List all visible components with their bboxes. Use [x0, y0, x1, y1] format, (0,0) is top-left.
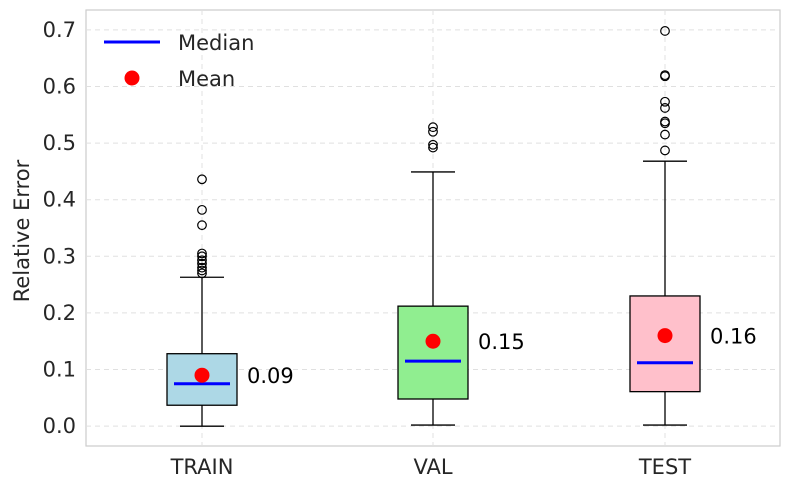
box-series: 0.09 0.15 0.16 — [166, 26, 757, 427]
outlier-point — [428, 126, 438, 137]
box-body — [397, 305, 469, 400]
outlier-point — [197, 258, 207, 269]
outlier-point — [660, 26, 670, 36]
y-tick-label: 0.7 — [43, 18, 76, 42]
y-tick-label: 0.0 — [43, 414, 76, 438]
mean-point — [657, 328, 673, 344]
outlier-point — [660, 129, 670, 140]
outlier-point — [197, 268, 207, 279]
y-tick-label: 0.4 — [43, 188, 76, 212]
mean-point — [194, 367, 210, 383]
box-val: 0.15 — [397, 122, 525, 426]
x-tick-label: TRAIN — [170, 455, 234, 479]
outlier-point — [197, 248, 207, 259]
outlier-point — [428, 122, 438, 133]
outlier-point — [660, 70, 670, 81]
outlier-point — [428, 142, 438, 153]
mean-value-label: 0.16 — [710, 325, 757, 349]
box-test: 0.16 — [629, 26, 757, 426]
outlier-point — [197, 174, 207, 185]
y-axis-title: Relative Error — [10, 159, 34, 302]
box-train: 0.09 — [166, 174, 294, 427]
outlier-point — [428, 139, 438, 150]
x-tick-label: VAL — [413, 455, 452, 479]
outlier-point — [197, 255, 207, 266]
outlier-point — [197, 251, 207, 262]
outlier-point — [197, 220, 207, 231]
legend: Median Mean — [104, 31, 254, 91]
outlier-point — [197, 204, 207, 215]
outlier-point — [660, 145, 670, 156]
outlier-point — [660, 116, 670, 127]
mean-value-label: 0.09 — [247, 364, 294, 388]
outlier-point — [660, 103, 670, 113]
y-tick-label: 0.3 — [43, 244, 76, 268]
y-axis-ticks: 0.0 0.1 0.2 0.3 0.4 0.5 0.6 0.7 — [43, 18, 76, 438]
y-tick-label: 0.6 — [43, 74, 76, 98]
box-body — [629, 295, 701, 393]
mean-point — [425, 333, 441, 349]
legend-label: Median — [178, 31, 254, 55]
y-tick-label: 0.1 — [43, 358, 76, 382]
legend-label: Mean — [178, 67, 235, 91]
outlier-point — [197, 265, 207, 276]
outlier-point — [660, 96, 670, 107]
x-tick-label: TEST — [638, 455, 691, 479]
legend-mean-swatch — [124, 70, 140, 86]
x-axis-ticks: TRAIN VAL TEST — [170, 455, 692, 479]
mean-value-label: 0.15 — [478, 330, 525, 354]
y-tick-label: 0.5 — [43, 131, 76, 155]
outlier-point — [197, 262, 207, 273]
y-tick-label: 0.2 — [43, 301, 76, 325]
